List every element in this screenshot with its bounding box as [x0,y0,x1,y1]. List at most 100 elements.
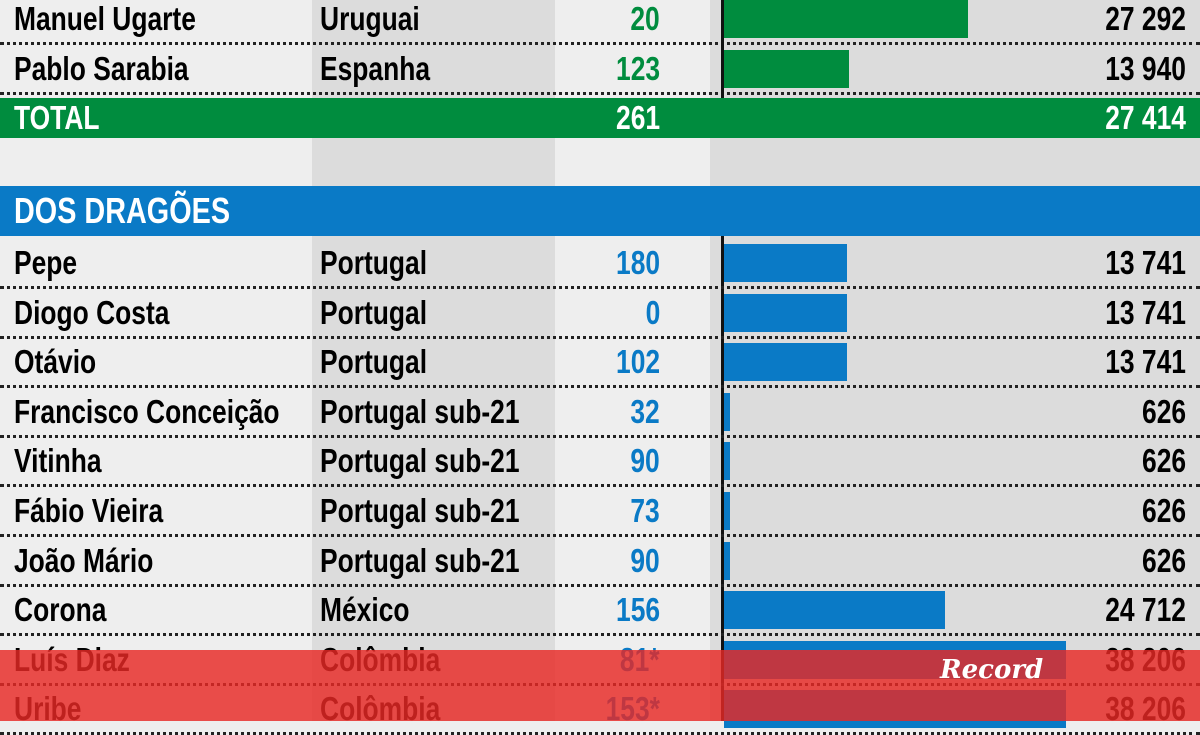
value-label: 626 [1026,488,1186,534]
player-country: Portugal [320,339,550,385]
games-count-text: 90 [630,541,660,579]
total-value-text: 27 414 [1105,99,1186,136]
player-country: Uruguai [320,0,550,42]
games-count: 90 [560,538,660,584]
games-count: 73 [560,488,660,534]
axis-line [721,236,724,721]
player-country-text: Espanha [320,50,431,87]
games-count: 20 [560,0,660,42]
row-divider [0,583,1200,587]
total-label: TOTAL [14,98,310,138]
value-label-text: 13 940 [1105,50,1186,87]
games-count-text: 0 [645,293,660,331]
total-label-text: TOTAL [14,99,100,136]
player-name: Corona [14,587,310,633]
row-divider [0,42,1200,45]
player-country-text: Portugal sub-21 [320,442,520,480]
value-bar [724,293,847,332]
player-name-text: Pepe [14,244,78,281]
games-count: 32 [560,389,660,435]
player-country-text: Portugal [320,244,428,281]
row-divider [0,92,1200,95]
player-country: Portugal [320,240,550,286]
games-count: 180 [560,240,660,286]
player-country: Portugal sub-21 [320,389,550,435]
games-count: 90 [560,438,660,484]
player-country: México [320,587,550,633]
table-row: Diogo Costa Portugal 0 13 741 [0,290,1200,339]
value-bar [724,50,849,88]
value-label-text: 626 [1141,442,1186,480]
player-name: Otávio [14,339,310,385]
value-label: 27 292 [1026,0,1186,42]
record-logo: Record [940,655,1044,685]
value-label-text: 626 [1141,492,1186,529]
value-label-text: 626 [1141,392,1186,430]
player-name-text: João Mário [14,541,154,579]
player-country-text: Portugal sub-21 [320,392,520,430]
row-divider [0,385,1200,389]
group-header: DOS DRAGÕES [0,186,1200,236]
value-label: 626 [1026,538,1186,584]
axis-line [721,0,724,98]
value-label: 13 741 [1026,240,1186,286]
value-label-text: 13 741 [1105,293,1186,331]
value-label-text: 626 [1141,541,1186,579]
red-overlay [0,650,1200,721]
value-label-text: 27 292 [1105,0,1186,37]
row-divider [0,534,1200,537]
games-count: 156 [560,587,660,633]
value-bar [724,541,730,580]
player-name-text: Francisco Conceição [14,392,280,430]
games-count: 123 [560,46,660,92]
value-label: 626 [1026,389,1186,435]
value-bar [724,392,730,431]
games-count-text: 180 [615,244,660,281]
player-name: Pepe [14,240,310,286]
value-label: 24 712 [1026,587,1186,633]
player-country-text: Portugal sub-21 [320,541,520,579]
table-row: Otávio Portugal 102 13 741 [0,339,1200,389]
player-name: Francisco Conceição [14,389,310,435]
player-name-text: Manuel Ugarte [14,0,196,37]
player-country: Espanha [320,46,550,92]
player-name-text: Diogo Costa [14,293,170,331]
player-name-text: Otávio [14,343,97,381]
player-country: Portugal sub-21 [320,488,550,534]
player-country-text: Portugal [320,343,428,381]
value-bar [724,343,847,382]
total-value: 27 414 [1026,98,1186,138]
value-label-text: 13 741 [1105,244,1186,281]
row-divider [0,633,1200,637]
value-bar [724,0,969,38]
games-count-text: 90 [630,442,660,480]
player-name-text: Fábio Vieira [14,492,164,529]
table-row: Pepe Portugal 180 13 741 [0,240,1200,289]
group-title-text: DOS DRAGÕES [14,190,231,231]
total-row: TOTAL 261 27 414 [0,98,1200,138]
table-row: Corona México 156 24 712 [0,587,1200,637]
player-name-text: Vitinha [14,442,102,480]
games-count-text: 102 [615,343,660,381]
games-count-text: 32 [630,392,660,430]
player-country: Portugal [320,290,550,336]
value-label: 626 [1026,438,1186,484]
value-label: 13 741 [1026,339,1186,385]
table-row: Francisco Conceição Portugal sub-21 32 626 [0,389,1200,438]
player-name-text: Corona [14,591,107,629]
player-country: Portugal sub-21 [320,438,550,484]
player-name-text: Pablo Sarabia [14,50,189,87]
value-bar [724,442,730,481]
games-count: 0 [560,290,660,336]
player-country-text: Uruguai [320,0,420,37]
value-label: 13 741 [1026,290,1186,336]
player-name: Pablo Sarabia [14,46,310,92]
value-bar [724,492,730,530]
player-name: Manuel Ugarte [14,0,310,42]
row-divider [0,286,1200,289]
total-games: 261 [560,98,660,138]
player-name: Diogo Costa [14,290,310,336]
player-country-text: Portugal sub-21 [320,492,520,529]
games-count-text: 156 [615,591,660,629]
value-label-text: 24 712 [1105,591,1186,629]
